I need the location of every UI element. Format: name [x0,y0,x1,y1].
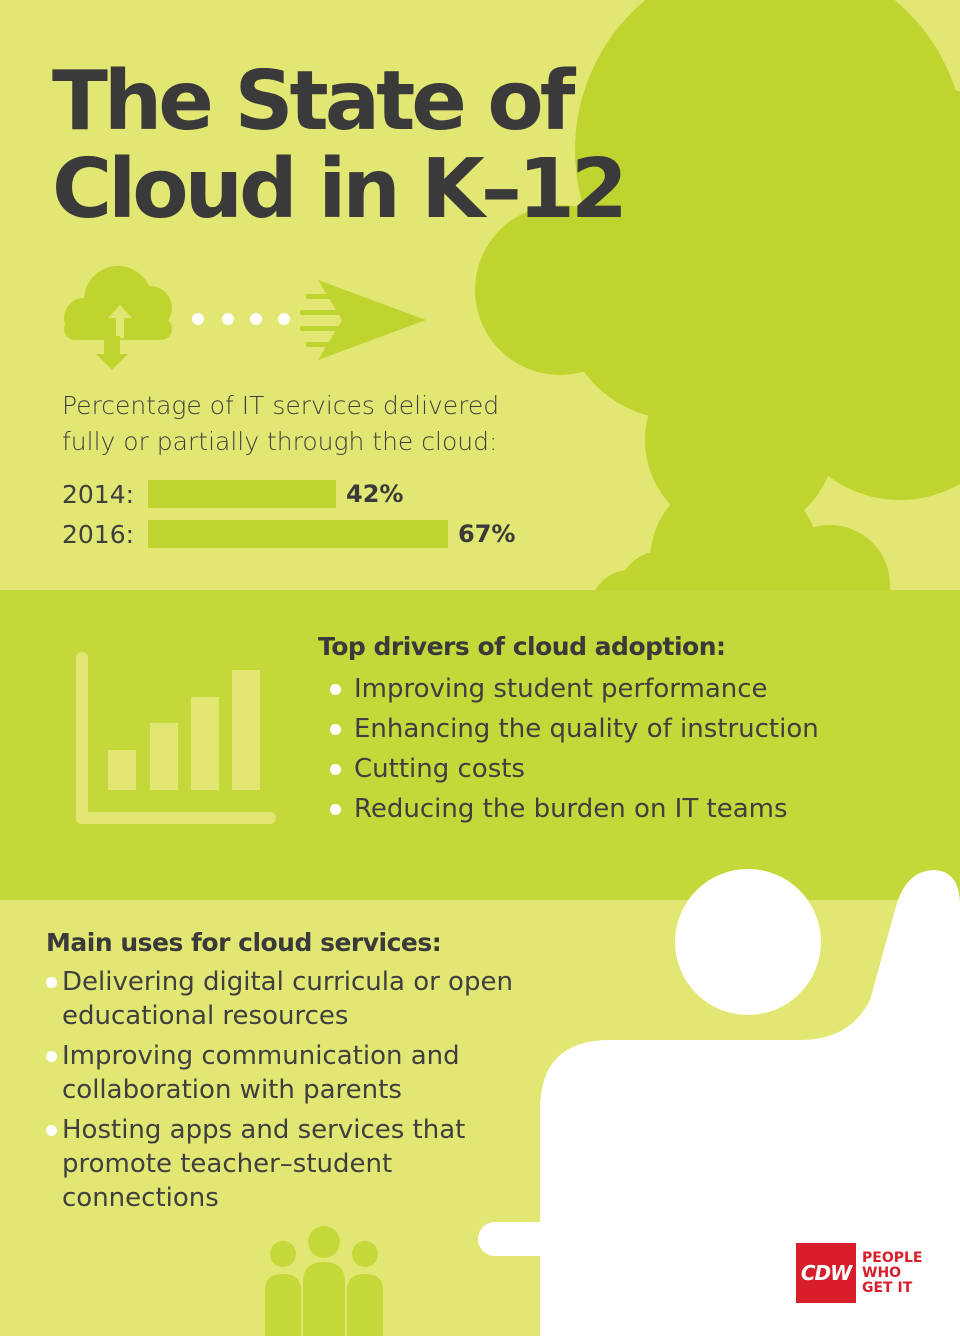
list-item: Hosting apps and services that promote t… [46,1113,516,1215]
page-title: The State of Cloud in K–12 [52,54,628,237]
list-item-text: Delivering digital curricula or open edu… [62,967,513,1031]
list-item: Reducing the burden on IT teams [318,789,819,829]
bar-value-label: 67% [458,520,516,548]
bar-fill [148,480,336,508]
bullet-icon [46,1051,57,1062]
uses-list: Delivering digital curricula or open edu… [46,965,516,1215]
bar-row-2016: 2016: 67% [62,514,608,554]
cloud-decoration-icon [475,0,960,535]
paper-plane-icon [300,280,426,360]
cloud-stat-caption: Percentage of IT services delivered full… [62,388,499,460]
uses-section: Main uses for cloud services: Delivering… [46,928,516,1221]
bar-row-2014: 2014: 42% [62,474,608,514]
person-raising-hand-icon [478,869,960,1336]
bar-year-label: 2016: [62,519,135,549]
bullet-icon [330,764,341,775]
bar-fill [148,520,448,548]
list-item: Improving communication and collaboratio… [46,1039,516,1107]
list-item: Enhancing the quality of instruction [318,709,819,749]
list-item-text: Hosting apps and services that promote t… [62,1115,466,1213]
list-item-text: Cutting costs [354,754,525,784]
list-item: Cutting costs [318,749,819,789]
bullet-icon [46,1125,57,1136]
drivers-heading: Top drivers of cloud adoption: [318,632,726,661]
uses-heading: Main uses for cloud services: [46,928,442,957]
bar-track: 67% [148,520,608,548]
list-item: Delivering digital curricula or open edu… [46,965,516,1033]
logo-tagline-line-2: WHO [862,1264,902,1281]
cdw-logo-mark: CDW [796,1243,856,1303]
bar-value-label: 42% [346,480,404,508]
bar-year-label: 2014: [62,479,135,509]
bar-chart-icon [76,652,276,824]
logo-tagline: PEOPLE WHO GET IT [862,1249,923,1296]
list-item-text: Enhancing the quality of instruction [354,714,819,744]
list-item-text: Reducing the burden on IT teams [354,794,788,824]
title-line-2: Cloud in K–12 [52,142,628,237]
drivers-section: Top drivers of cloud adoption: Improving… [318,632,819,829]
bullet-icon [330,684,341,695]
logo-tagline-line-3: GET IT [862,1279,913,1296]
bullet-icon [330,724,341,735]
cdw-logo: CDW PEOPLE WHO GET IT [796,1243,922,1303]
logo-tagline-line-1: PEOPLE [862,1249,923,1266]
list-item-text: Improving communication and collaboratio… [62,1041,460,1105]
drivers-list: Improving student performance Enhancing … [318,669,819,829]
list-item: Improving student performance [318,669,819,709]
title-line-1: The State of [52,54,575,149]
bar-track: 42% [148,480,608,508]
list-item-text: Improving student performance [354,674,768,704]
dotted-trail [192,313,290,325]
caption-line-2: fully or partially through the cloud: [62,427,498,456]
bullet-icon [330,804,341,815]
caption-line-1: Percentage of IT services delivered [62,391,500,420]
bullet-icon [46,977,57,988]
people-group-icon [265,1226,383,1336]
cloud-upload-icon [64,266,172,370]
